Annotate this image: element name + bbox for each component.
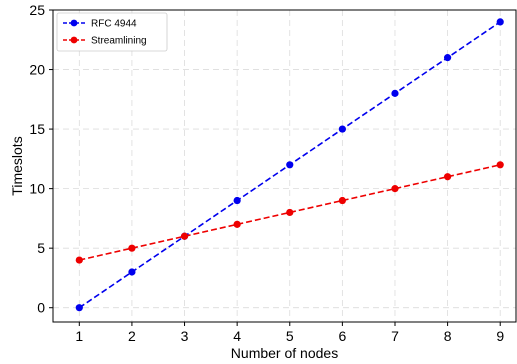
data-point-streamlining-8 [444, 173, 452, 181]
x-tick-label-3: 3 [181, 328, 189, 344]
data-point-streamlining-9 [496, 161, 504, 169]
plot-frame [52, 9, 517, 323]
x-tick-label-2: 2 [128, 328, 136, 344]
series-streamlining [75, 161, 504, 264]
y-tick-label-0: 0 [37, 300, 45, 316]
series-group [75, 18, 504, 312]
data-point-rfc-4944-1 [75, 304, 83, 312]
data-point-rfc-4944-7 [391, 89, 399, 97]
data-point-streamlining-6 [338, 196, 346, 205]
data-point-rfc-4944-8 [444, 54, 452, 62]
legend: RFC 4944 Streamlining [56, 12, 168, 52]
x-tick-label-8: 8 [444, 328, 452, 344]
data-point-rfc-4944-2 [128, 268, 136, 276]
x-tick-label-6: 6 [338, 328, 346, 344]
y-tick-label-20: 20 [29, 62, 45, 78]
legend-marker-rfc-4944 [70, 19, 78, 27]
data-point-streamlining-2 [128, 244, 136, 252]
axis-ticks: 1 2 3 4 5 6 7 8 9 0 5 10 15 20 25 [29, 2, 504, 344]
data-point-streamlining-4 [233, 220, 241, 228]
y-tick-label-10: 10 [29, 181, 45, 197]
data-point-rfc-4944-6 [338, 125, 346, 133]
x-tick-label-5: 5 [286, 328, 294, 344]
data-point-rfc-4944-5 [286, 161, 294, 169]
data-point-streamlining-7 [391, 185, 399, 193]
x-tick-label-9: 9 [496, 328, 504, 344]
y-axis-label: Timeslots [9, 136, 25, 195]
x-tick-label-7: 7 [391, 328, 399, 344]
y-tick-label-25: 25 [29, 2, 45, 18]
y-tick-label-5: 5 [37, 240, 45, 256]
data-point-rfc-4944-4 [233, 196, 241, 205]
legend-marker-streamlining [70, 36, 78, 44]
x-axis-label: Number of nodes [231, 345, 338, 361]
data-point-streamlining-3 [180, 232, 189, 240]
legend-label-streamlining: Streamlining [91, 36, 147, 47]
y-tick-label-15: 15 [29, 121, 45, 137]
data-point-rfc-4944-9 [496, 18, 504, 26]
x-tick-label-1: 1 [75, 328, 83, 344]
data-point-streamlining-1 [75, 256, 83, 264]
legend-label-rfc-4944: RFC 4944 [91, 19, 137, 30]
x-tick-label-4: 4 [233, 328, 241, 344]
data-point-streamlining-5 [286, 208, 294, 217]
